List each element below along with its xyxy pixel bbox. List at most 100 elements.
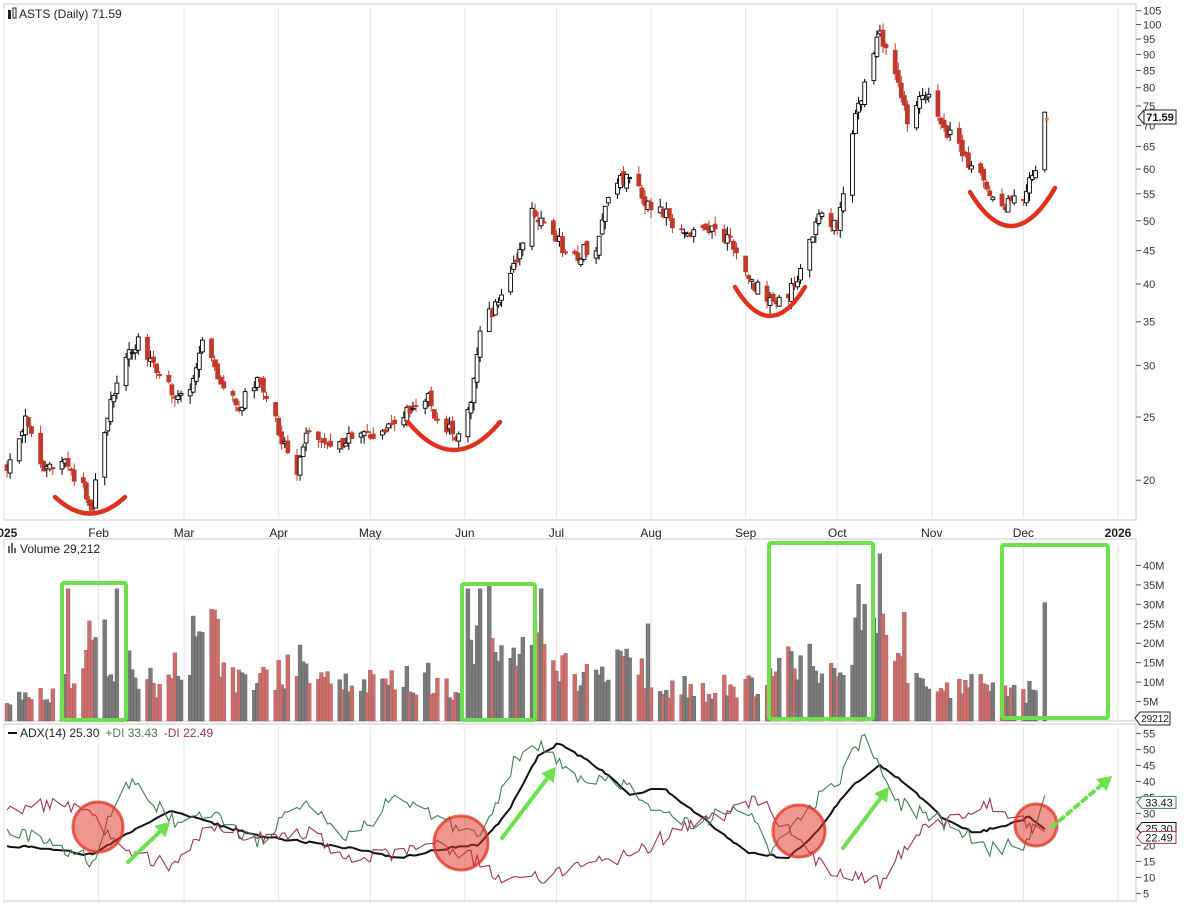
candle-body [883,44,889,49]
volume-bar [371,674,376,722]
candle-body [435,418,440,421]
price-candle [41,459,47,472]
minus-di-legend-value: -DI 22.49 [164,726,214,740]
price-candle [1011,189,1017,206]
candle-body [892,49,898,75]
candle-body [499,294,504,301]
candle-body [71,469,77,482]
candle-body [789,283,794,302]
price-candle [743,255,749,277]
candle-body [636,173,642,187]
x-tick-label: Oct [828,526,847,540]
price-candle [254,376,260,391]
price-tick-label: 30 [1143,360,1155,372]
volume-bar [990,682,995,722]
candle-body [493,301,498,316]
candle-body [300,446,306,457]
candle-body [135,336,141,351]
candle-body [102,432,108,478]
price-candle [813,217,819,244]
price-candle [80,472,86,489]
x-tick-label: May [359,526,382,540]
candle-body [361,431,367,437]
minus-di-line [6,795,1046,890]
candle-body [807,238,813,271]
volume-bar [905,683,910,722]
candle-body [798,268,803,281]
price-candle [349,430,355,440]
candle-body [578,258,584,265]
price-candle [435,412,440,424]
volume-bar [435,677,440,722]
price-candle [114,375,120,400]
price-candle [514,252,520,268]
adx-legend-value: ADX(14) 25.30 [20,726,100,740]
price-candle [386,422,391,432]
price-candle [624,173,629,193]
candle-body [123,356,129,387]
price-candle [477,326,483,362]
price-candle [413,398,419,412]
volume-bar [50,688,55,722]
adx-tick-label: 30 [1143,808,1155,820]
volume-bar [200,632,205,722]
candle-body [196,352,202,370]
price-candle [303,427,309,451]
volume-bar [499,645,504,722]
candle-body [679,228,684,231]
candle-body [648,202,654,211]
price-candle [956,122,962,152]
candle-body [264,395,269,400]
x-tick-label: Mar [174,526,195,540]
price-candle [297,454,303,481]
candle-body [1027,177,1032,194]
adx-crossover-circle [71,800,125,854]
volume-bar [819,673,825,722]
price-candle [178,390,184,403]
candle-body [322,438,327,444]
volume-tick-label: 20M [1143,638,1164,650]
price-candle [154,363,159,379]
price-candle [59,456,65,475]
volume-bar [264,669,269,722]
plus-di-legend-value: +DI 33.43 [105,726,158,740]
price-candle [578,257,584,267]
price-candle [639,184,645,204]
candle-body [410,407,416,410]
volume-bar [242,674,248,722]
price-tick-label: 105 [1143,6,1161,18]
candle-body [770,293,776,302]
candle-body [550,220,556,235]
price-candle [917,91,922,114]
candle-body [1011,195,1017,204]
price-candle [810,236,816,244]
candle-body [471,377,477,404]
candle-body [215,363,221,380]
candle-body [157,373,163,376]
candle-body [380,430,385,436]
price-candle [987,185,993,197]
candle-body [959,139,965,157]
candle-body [920,95,926,100]
price-candle [7,453,13,479]
volume-bar [1033,690,1038,722]
price-candle [242,388,248,411]
price-candle [151,350,156,368]
price-candle [966,146,971,170]
volume-highlight-box [767,541,875,721]
volume-bar [1012,684,1017,722]
candle-body [871,53,877,82]
volume-bar [798,655,803,722]
price-candle [221,374,227,391]
volume-bar [734,697,739,722]
candle-body [16,438,22,462]
price-candle [764,280,770,309]
volume-bar [93,637,98,722]
volume-tick-label: 30M [1143,599,1164,611]
price-candle [126,342,132,367]
candle-body [514,259,520,263]
plus-di-last-badge-label: 33.43 [1145,797,1173,809]
price-candle [328,433,333,448]
